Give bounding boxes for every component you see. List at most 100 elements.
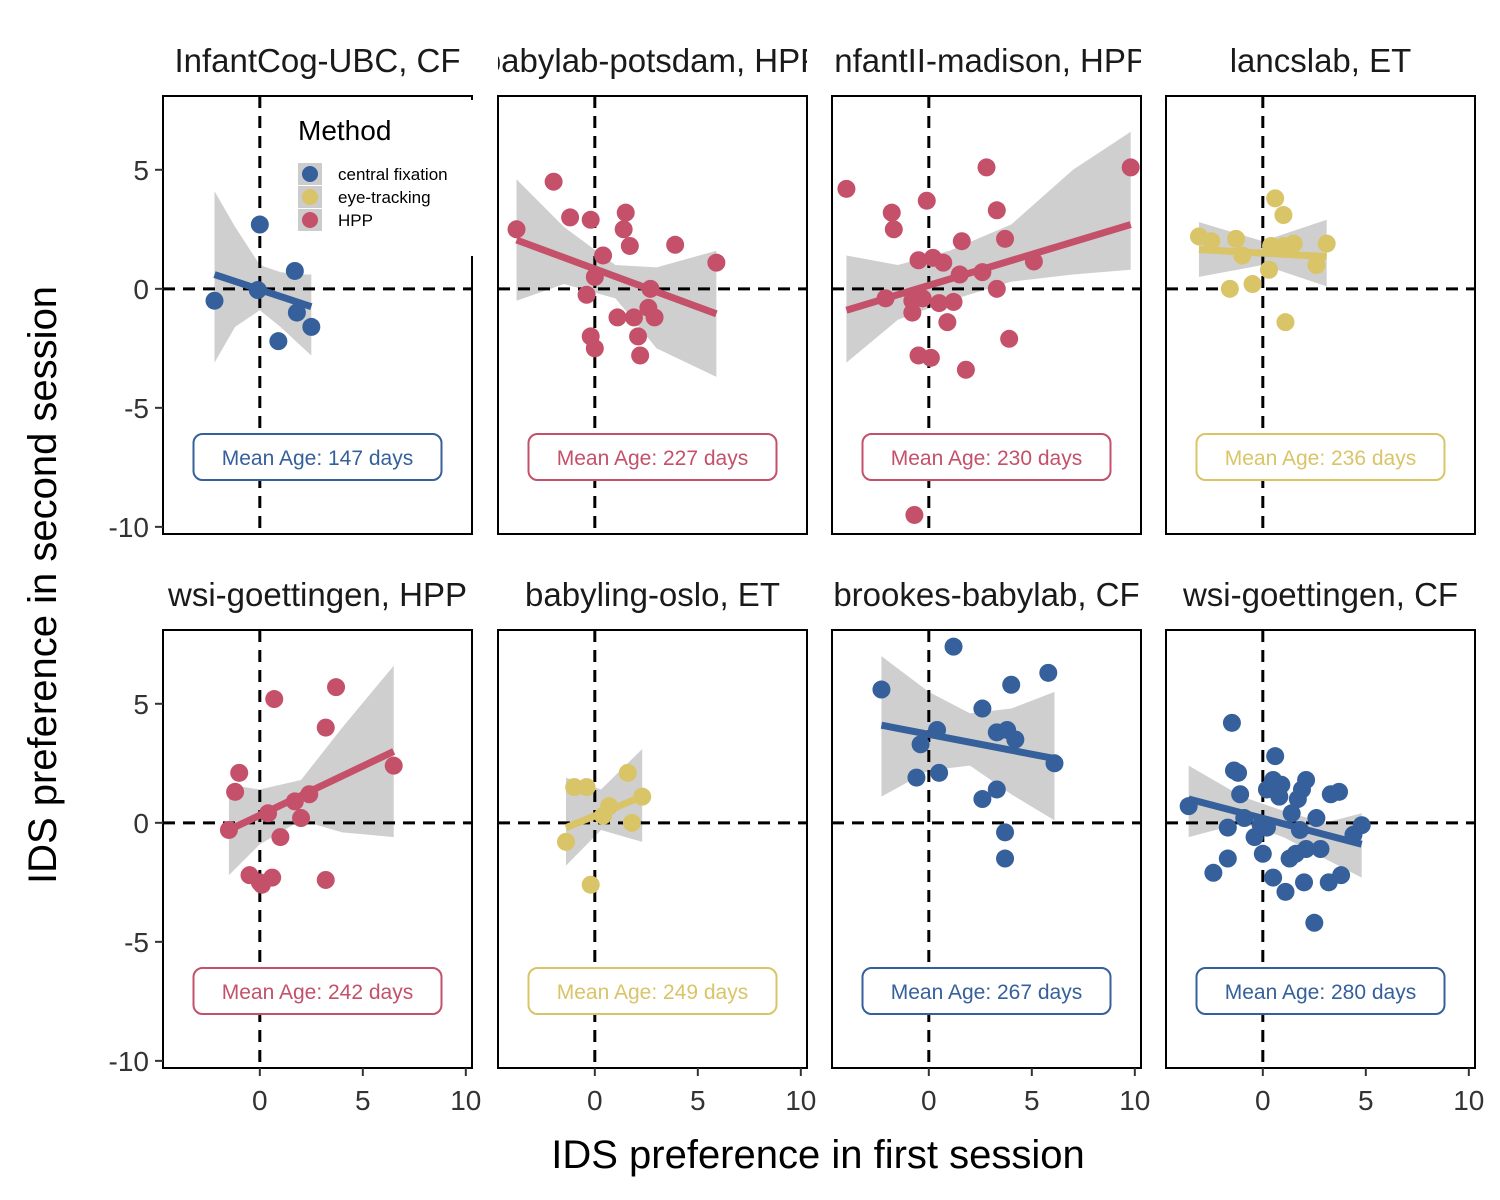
panel-title: brookes-babylab, CF [833, 576, 1139, 613]
data-point [285, 261, 304, 280]
data-point [1218, 818, 1237, 837]
panel-border [497, 629, 808, 1069]
data-point [903, 303, 922, 322]
data-point [271, 828, 290, 847]
regression-line [880, 721, 1056, 762]
panel-title: InfantII-madison, HPP [825, 42, 1148, 79]
data-point [987, 201, 1006, 220]
mean-age-label: Mean Age: 242 days [222, 981, 413, 1004]
data-point [259, 804, 278, 823]
panel-title: babylab-potsdam, HPP [483, 42, 822, 79]
data-point [248, 281, 267, 300]
data-point [1311, 840, 1330, 858]
data-point [561, 208, 580, 227]
data-point [1227, 229, 1246, 248]
mean-age-box [527, 433, 778, 481]
data-point [614, 220, 633, 239]
panel-3: InfantII-madison, HPP Mean Age: 230 days [825, 42, 1148, 535]
data-point [585, 267, 604, 286]
confidence-ribbon [228, 665, 394, 876]
y-axis-title: IDS preference in second session [21, 286, 65, 884]
x-axis-title: IDS preference in first session [551, 1133, 1085, 1177]
data-point [327, 678, 346, 697]
mean-age-box [192, 967, 443, 1015]
mean-age-label: Mean Age: 267 days [891, 981, 1082, 1004]
data-point [1024, 252, 1043, 271]
mean-age-label: Mean Age: 230 days [891, 447, 1082, 470]
x-tick-label: 0 [587, 1085, 603, 1116]
data-point [987, 279, 1006, 298]
data-point [909, 251, 928, 270]
data-point [996, 849, 1015, 868]
x-tick-label: 10 [785, 1085, 816, 1116]
data-point [930, 294, 949, 313]
data-point [1220, 279, 1239, 298]
data-point [666, 235, 685, 254]
data-point [1000, 329, 1019, 348]
data-point [1222, 713, 1241, 732]
panel-4: lancslab, ET Mean Age: 236 days [1165, 42, 1476, 535]
data-point [1002, 675, 1021, 694]
data-point [1231, 785, 1250, 804]
x-tick-label: 5 [1358, 1085, 1374, 1116]
data-point [1179, 797, 1198, 816]
data-point [1121, 158, 1140, 177]
data-point [565, 778, 584, 797]
panel-title: babyling-oslo, ET [525, 576, 780, 613]
data-point [629, 327, 648, 346]
y-tick-label: 0 [133, 274, 149, 305]
data-point [507, 220, 526, 239]
legend-key-2 [302, 189, 318, 205]
data-point [1039, 663, 1058, 682]
panel-border [831, 95, 1142, 535]
data-point [907, 768, 926, 787]
axes-layer: 5 0 -5 -10 5 0 -5 -10 0 5 10 0 5 10 0 5 10 0 5 10 [109, 155, 1485, 1116]
data-point [1295, 873, 1314, 892]
data-point [226, 782, 245, 801]
data-point [996, 823, 1015, 842]
data-point [707, 253, 726, 272]
y-tick-label: -10 [109, 1046, 149, 1077]
data-point [384, 756, 403, 775]
data-point [302, 317, 321, 336]
mean-age-box [1195, 433, 1446, 481]
data-point [1264, 868, 1283, 887]
mean-age-label: Mean Age: 147 days [222, 447, 413, 470]
data-point [581, 210, 600, 229]
x-tick-label: 0 [1255, 1085, 1271, 1116]
regression-line [1187, 795, 1363, 848]
data-point [287, 303, 306, 322]
mean-age-label: Mean Age: 249 days [557, 981, 748, 1004]
regression-line [515, 236, 718, 318]
mean-age-box [861, 967, 1112, 1015]
x-tick-label: 0 [252, 1085, 268, 1116]
x-tick-label: 10 [1119, 1085, 1150, 1116]
data-point [624, 308, 643, 327]
data-point [872, 680, 891, 699]
data-point [987, 780, 1006, 799]
mean-age-label: Mean Age: 227 days [557, 447, 748, 470]
data-point [585, 339, 604, 358]
legend-label: HPP [338, 211, 373, 230]
data-point [952, 232, 971, 251]
data-point [837, 179, 856, 198]
data-point [882, 203, 901, 222]
panel-title: wsi-goettingen, HPP [167, 576, 467, 613]
data-point [1253, 844, 1272, 863]
data-point [263, 868, 282, 887]
panel-border [1165, 629, 1476, 1069]
panel-border [162, 95, 473, 535]
data-point [884, 220, 903, 239]
panel-title: wsi-goettingen, CF [1182, 576, 1458, 613]
y-tick-label: 5 [133, 689, 149, 720]
data-point [250, 215, 269, 234]
data-point [1307, 256, 1326, 275]
x-tick-label: 5 [355, 1085, 371, 1116]
y-tick-label: -5 [124, 393, 149, 424]
panel-border [497, 95, 808, 535]
data-point [620, 236, 639, 255]
panel-6: babyling-oslo, ET Mean Age: 249 days [497, 576, 808, 1069]
confidence-ribbon [214, 191, 312, 363]
mean-age-box [861, 433, 1112, 481]
data-point [956, 360, 975, 379]
